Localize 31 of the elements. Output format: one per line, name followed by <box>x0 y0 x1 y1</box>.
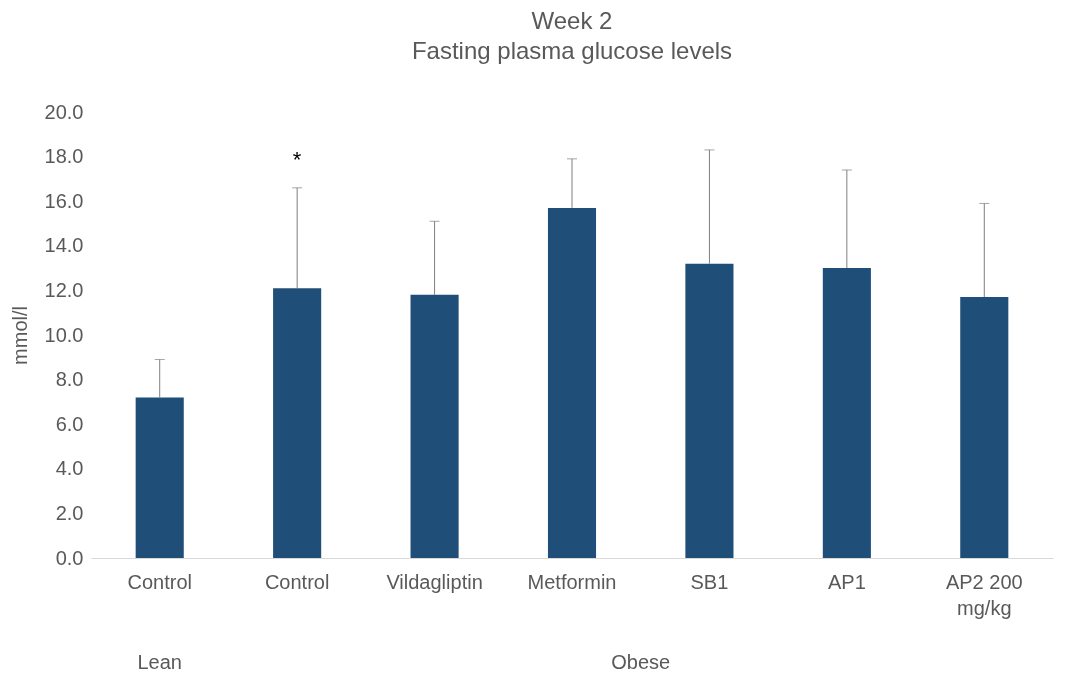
y-tick-label: 10.0 <box>44 323 84 346</box>
x-tick-label: Control <box>127 570 192 593</box>
y-tick-label: 20.0 <box>44 100 84 123</box>
x-tick-label: Control <box>264 570 330 593</box>
y-tick-label: 2.0 <box>55 501 84 524</box>
annotation: * <box>292 146 302 172</box>
y-tick-label: 6.0 <box>55 412 84 435</box>
bar <box>960 297 1009 558</box>
y-tick-label: 18.0 <box>44 145 84 168</box>
bar <box>273 288 322 558</box>
y-tick-label: 14.0 <box>44 234 84 257</box>
y-tick-label: 16.0 <box>44 189 84 212</box>
chart-subtitle: Fasting plasma glucose levels <box>411 37 733 64</box>
text: Lean <box>137 651 182 673</box>
chart-title: Week 2 <box>531 7 613 34</box>
y-axis-title: mmol/l <box>8 306 31 365</box>
x-tick-label: Metformin <box>527 570 617 593</box>
x-tick-label: Vildagliptin <box>386 570 483 593</box>
bar <box>410 294 459 558</box>
text: Obese <box>611 651 671 673</box>
bar <box>135 397 184 558</box>
x-tick-label: AP1 <box>827 570 866 593</box>
x-tick-label: SB1 <box>690 570 729 593</box>
x-tick-label: AP2 200 mg/kg <box>945 570 1023 619</box>
bar <box>822 268 871 558</box>
y-tick-label: 12.0 <box>44 278 84 301</box>
y-tick-label: 8.0 <box>55 368 84 391</box>
bar <box>547 207 597 558</box>
bar <box>685 263 734 558</box>
y-tick-label: 4.0 <box>55 457 84 480</box>
y-tick-label: 0.0 <box>55 546 84 569</box>
